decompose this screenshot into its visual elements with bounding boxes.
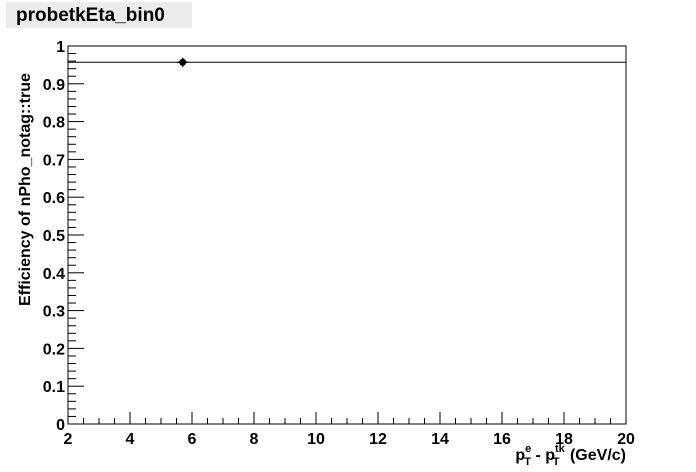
data-marks [68,57,626,67]
x-tick-label: 2 [64,431,73,448]
y-tick-label: 0.4 [43,266,65,283]
x-tick-label: 16 [493,431,511,448]
y-tick-label: 0.7 [43,152,65,169]
x-tick-label: 18 [555,431,573,448]
y-tick-label: 0.5 [43,228,65,245]
x-tick-label: 20 [617,431,635,448]
y-tick-label: 1 [56,39,65,56]
y-axis-ticks: 0 0.1 0.2 0.3 0.4 0.5 0.6 0.7 0.8 0.9 1 [43,39,84,434]
y-tick-label: 0.3 [43,304,65,321]
data-point [179,58,187,66]
y-tick-label: 0 [56,417,65,434]
y-tick-label: 0.2 [43,341,65,358]
y-tick-label: 0.9 [43,77,65,94]
chart-title: probetkEta_bin0 [16,5,165,26]
x-tick-label: 4 [126,431,135,448]
x-axis-label: pe T - ptk T (GeV/c) [515,443,626,468]
x-tick-label: 12 [369,431,387,448]
y-tick-label: 0.8 [43,115,65,132]
x-axis-ticks: 2 4 6 8 10 12 14 16 18 20 [64,412,635,448]
x-tick-label: 6 [188,431,197,448]
chart-title-box: probetkEta_bin0 [6,2,192,28]
x-tick-label: 10 [307,431,325,448]
x-tick-label: 8 [250,431,259,448]
y-tick-label: 0.1 [43,379,65,396]
x-tick-label: 14 [431,431,449,448]
y-axis-label: Efficiency of nPho_notag::true [17,73,34,306]
plot-frame [67,45,627,425]
y-tick-label: 0.6 [43,190,65,207]
